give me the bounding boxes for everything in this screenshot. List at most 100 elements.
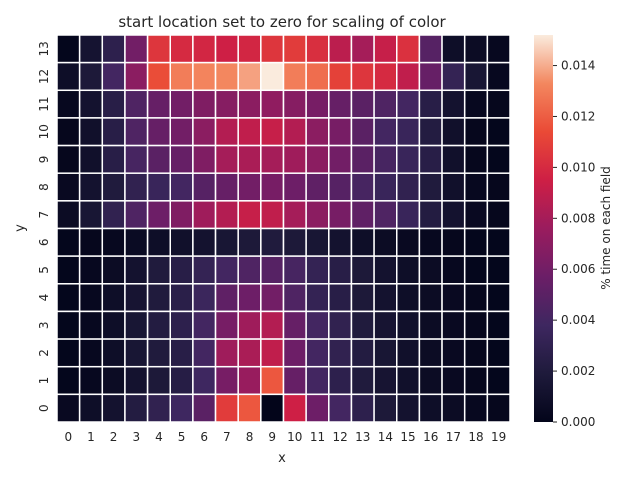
heatmap-cell bbox=[146, 144, 172, 174]
heatmap-cell bbox=[441, 338, 466, 368]
heatmap-cell bbox=[124, 338, 149, 368]
heatmap-cell bbox=[78, 34, 104, 64]
heatmap-cell bbox=[486, 172, 511, 202]
y-tick-label: 11 bbox=[37, 96, 51, 111]
heatmap-cell bbox=[101, 172, 126, 202]
heatmap-cell bbox=[350, 144, 375, 174]
heatmap-cell bbox=[396, 89, 421, 119]
heatmap-cell bbox=[169, 117, 194, 147]
heatmap-cell bbox=[418, 200, 443, 230]
x-tick-label: 2 bbox=[110, 430, 118, 444]
heatmap-cell bbox=[396, 172, 421, 202]
colorbar-tick-label: 0.008 bbox=[561, 211, 595, 225]
heatmap-cell bbox=[373, 200, 398, 230]
heatmap-cell bbox=[418, 365, 443, 396]
heatmap-cell bbox=[305, 338, 330, 368]
heatmap-cell bbox=[441, 227, 466, 257]
heatmap-cell bbox=[192, 144, 217, 174]
heatmap-cell bbox=[101, 227, 126, 257]
x-tick-label: 1 bbox=[87, 430, 95, 444]
heatmap-cell bbox=[56, 172, 81, 202]
heatmap-cell bbox=[441, 144, 466, 174]
heatmap-cell bbox=[350, 117, 375, 147]
heatmap-cell bbox=[463, 283, 489, 313]
heatmap-cell bbox=[101, 61, 126, 92]
heatmap-cell bbox=[260, 310, 285, 340]
heatmap-cell bbox=[192, 393, 217, 423]
heatmap-cell bbox=[463, 338, 489, 368]
y-tick-label: 12 bbox=[37, 69, 51, 84]
heatmap-cell bbox=[192, 310, 217, 340]
heatmap-cell bbox=[396, 61, 421, 92]
x-tick-label: 3 bbox=[132, 430, 140, 444]
heatmap-cell bbox=[237, 144, 262, 174]
heatmap-cell bbox=[282, 200, 307, 230]
heatmap-cell bbox=[260, 200, 285, 230]
heatmap-cell bbox=[146, 200, 172, 230]
heatmap-cell bbox=[486, 89, 511, 119]
x-tick-label: 16 bbox=[423, 430, 438, 444]
heatmap-cell bbox=[305, 34, 330, 64]
heatmap-cell bbox=[169, 200, 194, 230]
heatmap-cell bbox=[169, 283, 194, 313]
heatmap-cell bbox=[78, 172, 104, 202]
heatmap-cell bbox=[305, 61, 330, 92]
heatmap-cell bbox=[441, 283, 466, 313]
x-tick-label: 0 bbox=[65, 430, 73, 444]
heatmap-cell bbox=[441, 255, 466, 285]
heatmap-cell bbox=[350, 200, 375, 230]
heatmap-cell bbox=[101, 393, 126, 423]
heatmap-cell bbox=[328, 338, 353, 368]
heatmap-cell bbox=[305, 172, 330, 202]
heatmap-cell bbox=[463, 200, 489, 230]
heatmap-cell bbox=[192, 61, 217, 92]
heatmap-cell bbox=[169, 34, 194, 64]
heatmap-cell bbox=[350, 89, 375, 119]
x-tick-label: 13 bbox=[355, 430, 370, 444]
x-tick-label: 11 bbox=[310, 430, 325, 444]
heatmap-cell bbox=[260, 338, 285, 368]
heatmap-cell bbox=[146, 283, 172, 313]
heatmap-cell bbox=[350, 338, 375, 368]
y-tick-label: 5 bbox=[37, 266, 51, 274]
heatmap-cell bbox=[418, 310, 443, 340]
y-tick-label: 3 bbox=[37, 321, 51, 329]
heatmap-cell bbox=[78, 144, 104, 174]
heatmap-cell bbox=[418, 144, 443, 174]
heatmap-cell bbox=[486, 117, 511, 147]
y-tick-label: 2 bbox=[37, 349, 51, 357]
heatmap-cell bbox=[418, 89, 443, 119]
heatmap-cell bbox=[373, 172, 398, 202]
heatmap-cell bbox=[418, 61, 443, 92]
heatmap-cell bbox=[441, 89, 466, 119]
heatmap-cell bbox=[282, 227, 307, 257]
heatmap-cell bbox=[169, 393, 194, 423]
heatmap-cell bbox=[146, 227, 172, 257]
heatmap-cell bbox=[418, 255, 443, 285]
heatmap-cell bbox=[169, 227, 194, 257]
x-tick-label: 4 bbox=[155, 430, 163, 444]
heatmap-cell bbox=[305, 117, 330, 147]
heatmap-cell bbox=[373, 365, 398, 396]
heatmap-cell bbox=[328, 200, 353, 230]
heatmap-cell bbox=[56, 117, 81, 147]
heatmap-cell bbox=[192, 200, 217, 230]
heatmap-cell bbox=[260, 61, 285, 92]
heatmap-cell bbox=[78, 200, 104, 230]
x-tick-label: 9 bbox=[268, 430, 276, 444]
heatmap-cell bbox=[169, 255, 194, 285]
heatmap-cell bbox=[192, 338, 217, 368]
heatmap-cell bbox=[214, 61, 239, 92]
heatmap-cell bbox=[396, 117, 421, 147]
heatmap-cell bbox=[328, 89, 353, 119]
heatmap-cell bbox=[124, 172, 149, 202]
heatmap-cell bbox=[78, 227, 104, 257]
heatmap-cell bbox=[214, 283, 239, 313]
heatmap-cell bbox=[101, 200, 126, 230]
heatmap-cell bbox=[78, 89, 104, 119]
heatmap-cell bbox=[373, 255, 398, 285]
heatmap-cell bbox=[463, 365, 489, 396]
heatmap-cell bbox=[237, 283, 262, 313]
x-tick-label: 14 bbox=[378, 430, 393, 444]
heatmap-cell bbox=[214, 144, 239, 174]
